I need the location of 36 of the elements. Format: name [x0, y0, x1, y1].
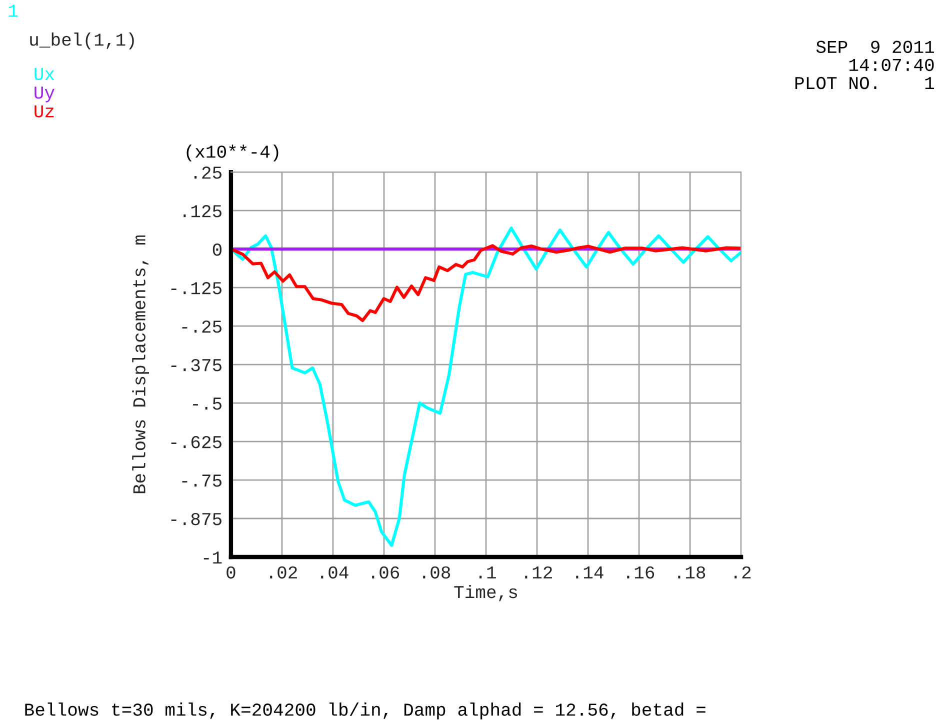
- x-tick-label: .06: [372, 566, 400, 579]
- x-tick-label: .16: [627, 566, 654, 579]
- text: 14:07:40: [849, 58, 934, 72]
- y-tick-label: -.625: [171, 436, 222, 448]
- text: PLOT NO. 1: [795, 76, 934, 90]
- y-tick-label: -.25: [182, 320, 222, 333]
- text: u_bel(1,1): [30, 32, 134, 50]
- x-tick-label: .14: [576, 566, 604, 578]
- y-tick-label: -.5: [193, 398, 222, 410]
- x-tick-label: .02: [270, 566, 297, 579]
- x-tick-label: 0: [226, 566, 236, 579]
- x-tick-label: .08: [423, 566, 450, 579]
- text: Uz: [34, 105, 54, 118]
- line-series: [230, 244, 742, 322]
- x-tick-label: .2: [734, 566, 751, 578]
- line-series: [230, 226, 742, 547]
- text: Uy: [34, 86, 54, 102]
- y-tick-label: -.125: [171, 282, 222, 294]
- text: 1: [8, 4, 18, 17]
- y-tick-label: 0: [212, 244, 222, 256]
- y-tick-label: .25: [194, 166, 222, 179]
- y-axis-title: Bellows Displacements, m: [132, 235, 149, 494]
- x-tick-label: .18: [678, 566, 706, 579]
- x-axis-title: Time,s: [454, 584, 518, 602]
- y-tick-label: -.875: [171, 512, 222, 526]
- text: Bellows t=30 mils, K=204200 lb/in, Damp alphad = 12.56, betad =: [25, 702, 706, 720]
- y-tick-label: -1: [204, 552, 222, 564]
- x-tick-label: .04: [321, 566, 348, 579]
- text: SEP 9 2011: [816, 40, 934, 54]
- text: Ux: [34, 68, 54, 80]
- text: (x10**-4): [186, 144, 278, 162]
- x-tick-label: .1: [480, 566, 496, 578]
- y-tick-label: .125: [184, 205, 222, 218]
- y-tick-label: -.375: [171, 359, 222, 372]
- y-tick-label: -.75: [182, 474, 222, 487]
- x-tick-label: .12: [525, 566, 552, 578]
